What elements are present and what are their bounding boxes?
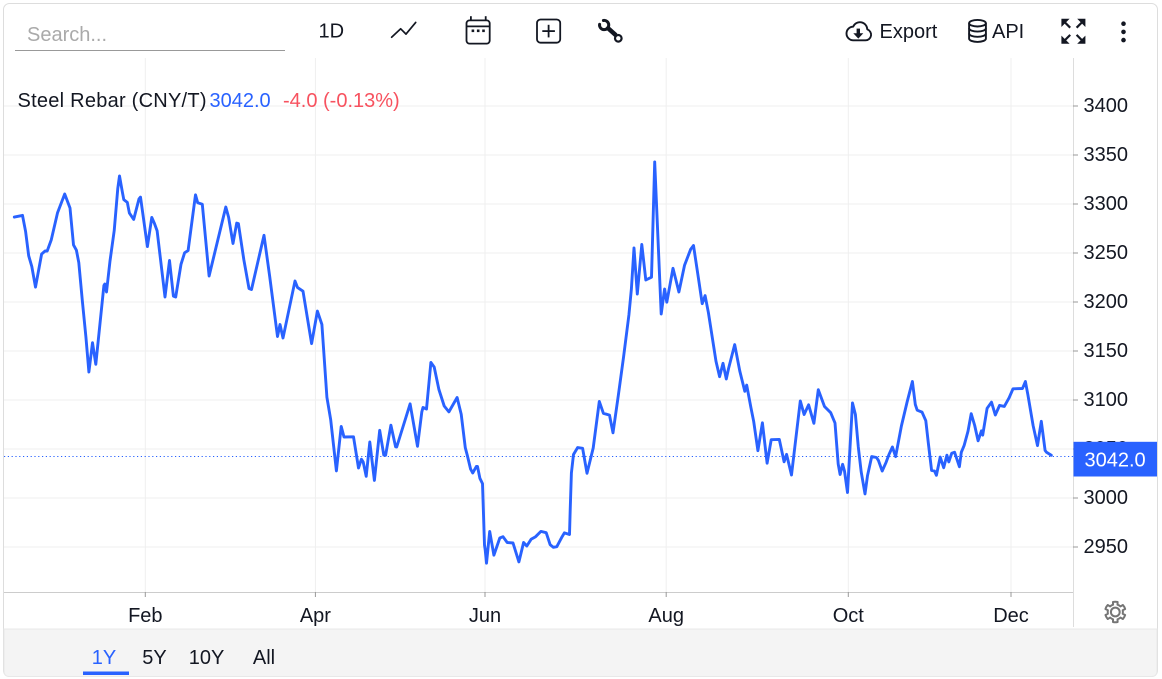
svg-text:Oct: Oct bbox=[833, 605, 865, 627]
svg-text:Steel Rebar (CNY/T): Steel Rebar (CNY/T) bbox=[18, 90, 207, 112]
svg-text:3400: 3400 bbox=[1084, 95, 1129, 117]
svg-text:3200: 3200 bbox=[1084, 291, 1129, 313]
svg-text:3000: 3000 bbox=[1084, 487, 1129, 509]
svg-text:1Y: 1Y bbox=[92, 647, 116, 669]
svg-text:3350: 3350 bbox=[1084, 144, 1129, 166]
svg-text:-4.0 (-0.13%): -4.0 (-0.13%) bbox=[283, 90, 400, 112]
svg-text:Jun: Jun bbox=[469, 605, 501, 627]
svg-text:Search...: Search... bbox=[27, 24, 107, 46]
svg-text:Feb: Feb bbox=[128, 605, 162, 627]
svg-text:5Y: 5Y bbox=[142, 647, 166, 669]
svg-text:1D: 1D bbox=[319, 21, 345, 43]
svg-text:3300: 3300 bbox=[1084, 193, 1129, 215]
svg-text:3042.0: 3042.0 bbox=[1085, 449, 1146, 471]
svg-text:2950: 2950 bbox=[1084, 536, 1129, 558]
svg-text:All: All bbox=[253, 647, 275, 669]
svg-text:3042.0: 3042.0 bbox=[210, 90, 271, 112]
svg-text:Export: Export bbox=[880, 21, 938, 43]
svg-text:3100: 3100 bbox=[1084, 389, 1129, 411]
svg-text:3250: 3250 bbox=[1084, 242, 1129, 264]
svg-text:Apr: Apr bbox=[300, 605, 331, 627]
svg-text:Dec: Dec bbox=[993, 605, 1029, 627]
svg-text:10Y: 10Y bbox=[189, 647, 225, 669]
svg-text:Aug: Aug bbox=[648, 605, 684, 627]
svg-text:3150: 3150 bbox=[1084, 340, 1129, 362]
svg-text:API: API bbox=[992, 21, 1024, 43]
